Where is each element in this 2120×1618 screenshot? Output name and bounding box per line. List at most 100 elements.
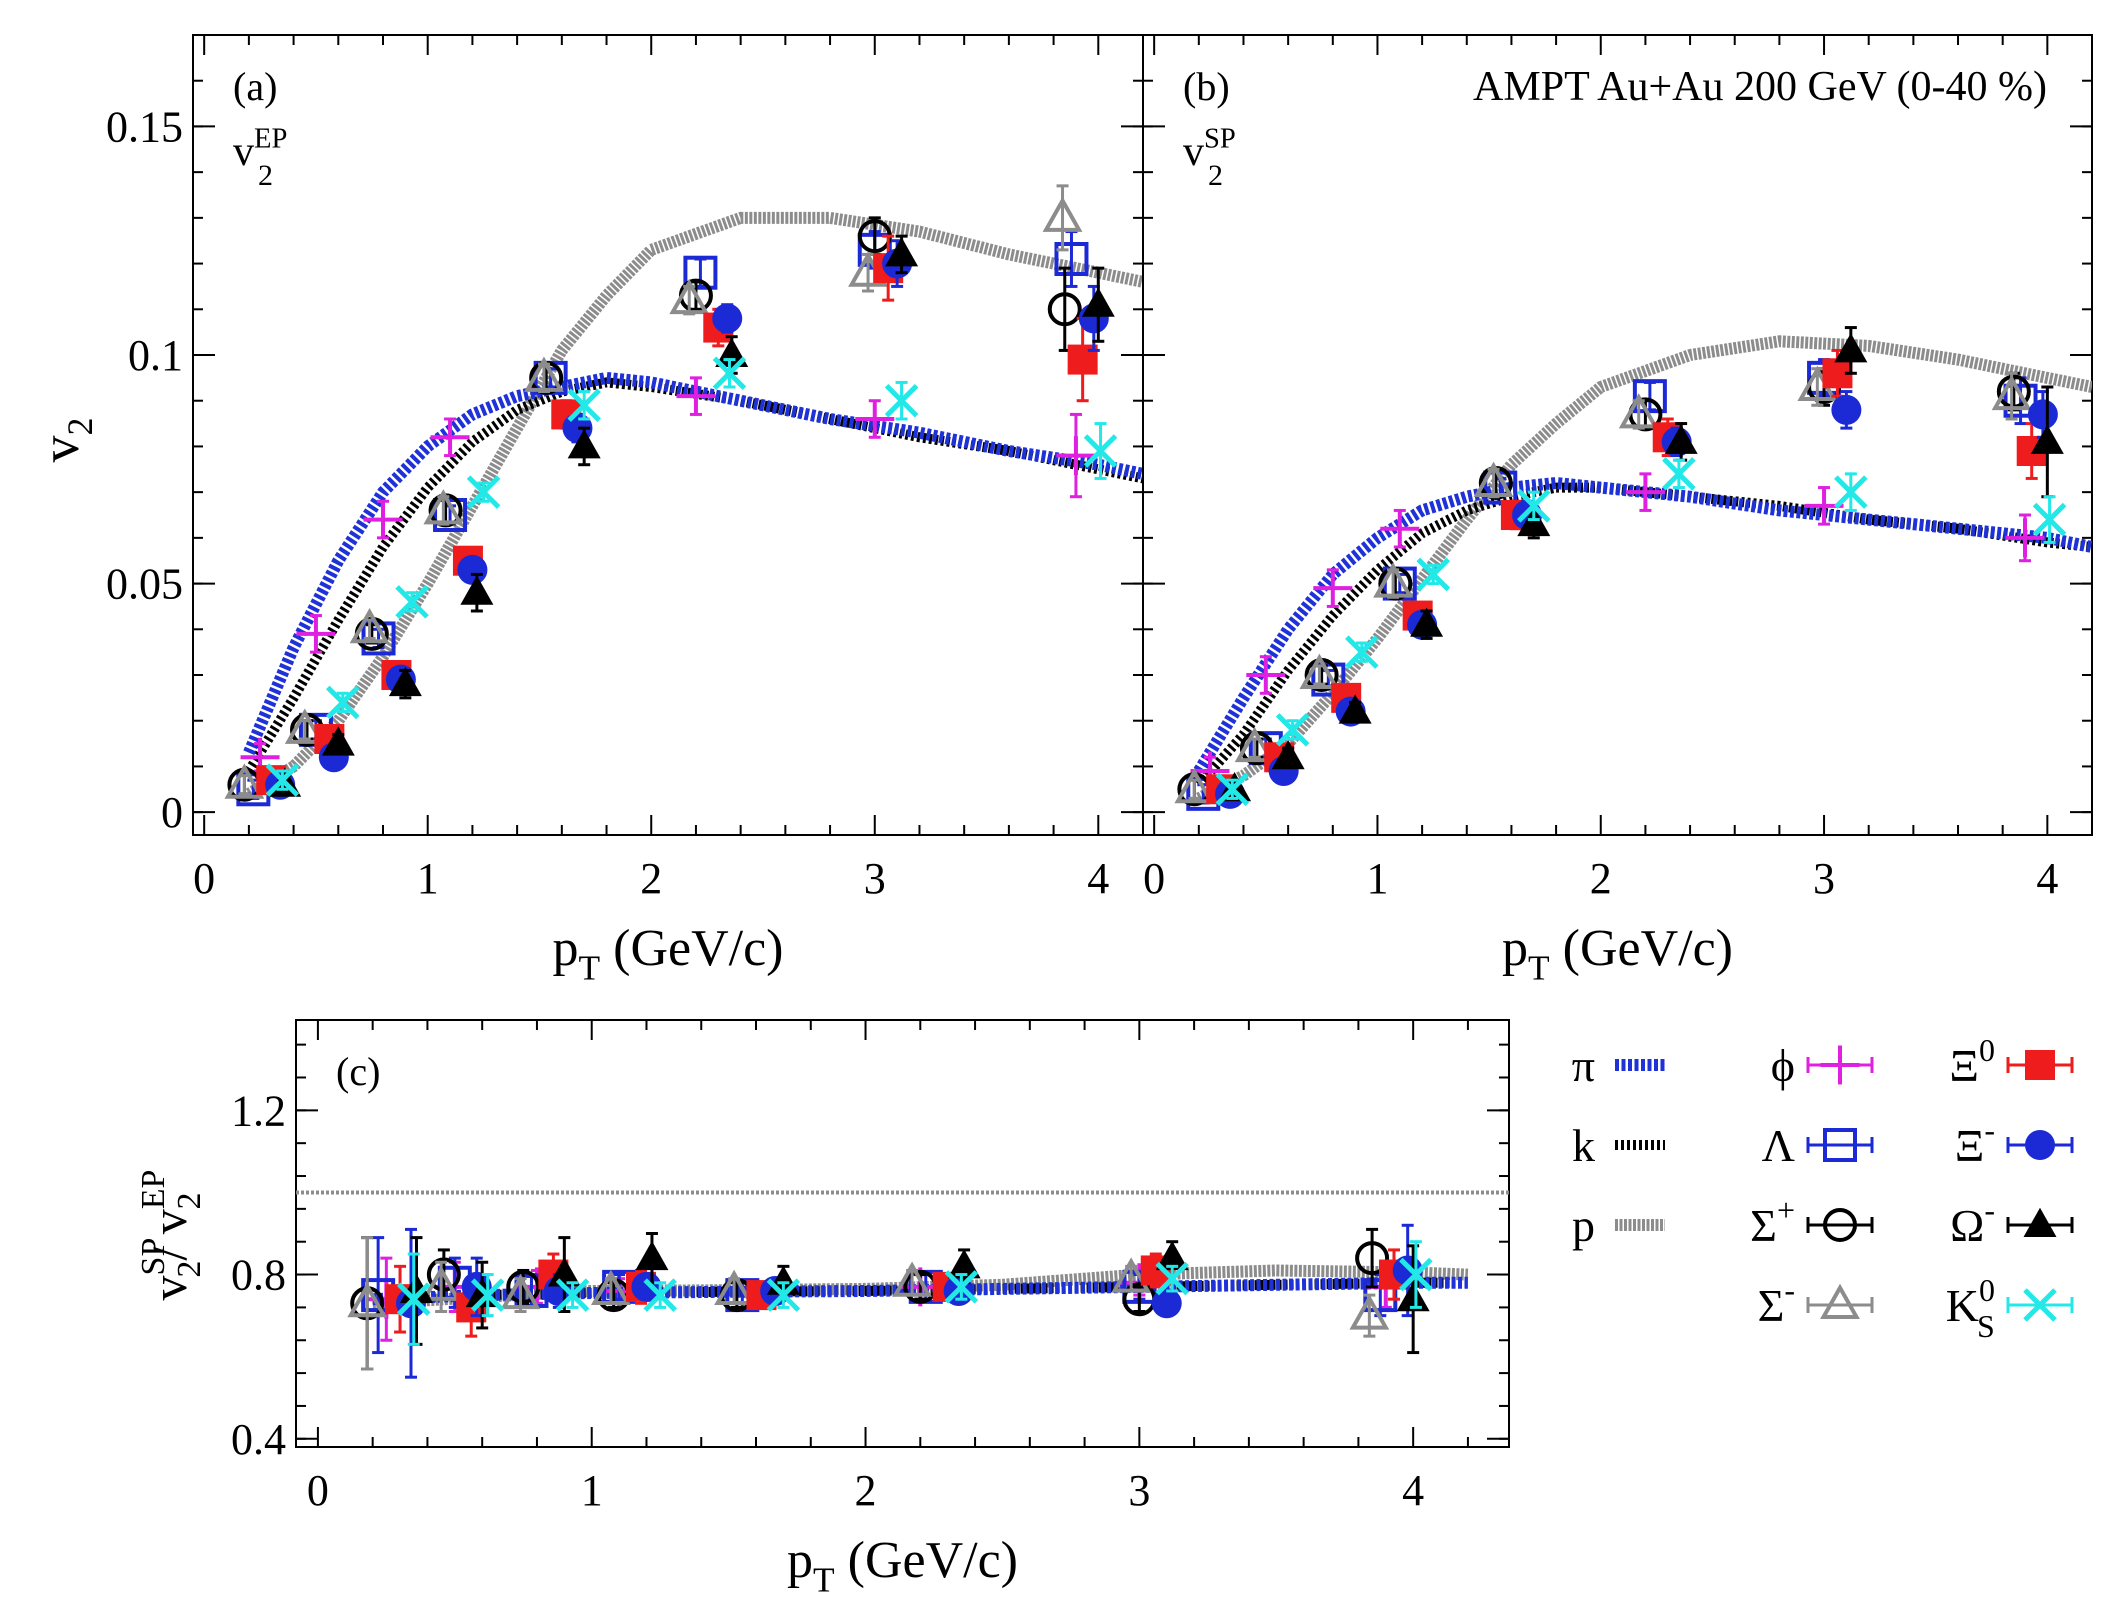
panel-label: (a)	[233, 64, 277, 109]
curve-pi	[243, 371, 1143, 756]
label-part: (GeV/c)	[1550, 920, 1733, 977]
point-xim	[457, 554, 488, 585]
point-sigmap	[1047, 292, 1082, 327]
point-k0s	[1399, 1257, 1433, 1292]
label-part: v	[233, 129, 254, 175]
x-tick-label: 1	[417, 854, 439, 903]
point-sigmam	[1234, 726, 1275, 763]
panel-c-ratio: 0 1 2 3 40.40.81.2(c)pT (GeV/c)vSP2/ vEP2	[135, 1019, 1510, 1600]
point-xim	[1151, 1288, 1182, 1319]
legend-label: Ξ0	[1949, 1032, 1995, 1091]
x-tick-label: 1	[1366, 854, 1388, 903]
label-part: -	[1984, 1112, 1995, 1148]
label-part: k	[1572, 1120, 1595, 1171]
x-tick-label: 3	[864, 854, 886, 903]
panel-title: AMPT Au+Au 200 GeV (0-40 %)	[1473, 64, 2047, 110]
label-part: π	[1572, 1040, 1595, 1091]
label-part: (GeV/c)	[835, 1532, 1018, 1589]
legend-marker	[2023, 1288, 2057, 1322]
x-axis-label: pT (GeV/c)	[1502, 920, 1733, 988]
point-lambda	[2003, 383, 2038, 418]
label-part: v	[1183, 129, 1204, 175]
label-part: -	[1784, 1272, 1795, 1308]
point-sigmam	[1991, 374, 2032, 411]
x-tick-label: 4	[1402, 1466, 1424, 1515]
legend-entry-xi0: Ξ0	[1949, 1032, 2074, 1091]
point-sigmam	[1299, 653, 1340, 689]
point-lambda	[1632, 379, 1667, 414]
label-part: Σ	[1758, 1280, 1785, 1331]
label-part: T	[579, 948, 601, 988]
point-phi	[296, 614, 336, 654]
point-k0s	[265, 763, 300, 797]
point-xim	[2027, 399, 2058, 430]
plot-area	[296, 1190, 1509, 1379]
point-k0s	[643, 1278, 677, 1312]
label-part: 0	[1979, 1032, 1995, 1068]
y-tick-label: 0.4	[231, 1415, 286, 1464]
y-tick-label: 0	[161, 788, 183, 837]
label-part: 0	[1979, 1272, 1995, 1308]
curve-k	[244, 377, 1143, 774]
point-sigmam	[1373, 562, 1414, 598]
y-tick-label: 0.15	[106, 102, 183, 151]
point-lambda	[1054, 242, 1089, 276]
legend-label: K0 S	[1946, 1272, 1995, 1344]
point-phi	[1380, 509, 1420, 549]
point-omegam	[388, 666, 422, 697]
label-part: SP	[1204, 123, 1236, 154]
series-sigmam	[224, 184, 1083, 799]
point-k0s	[466, 475, 501, 509]
series-k0s	[265, 356, 1118, 797]
label-part: +	[1777, 1192, 1795, 1228]
point-omegam	[2030, 424, 2064, 454]
point-omegam	[1271, 740, 1305, 770]
legend-entry-sigmap: Σ+	[1750, 1192, 1874, 1251]
label-part: v	[141, 1209, 197, 1234]
curve-pi	[1193, 477, 2092, 775]
point-k0s	[766, 1278, 801, 1312]
legend-entry-omegam: Ω-	[1950, 1192, 2074, 1251]
label-part: ϕ	[1771, 1040, 1795, 1091]
series-xim	[1215, 390, 2058, 809]
point-phi	[1313, 568, 1353, 608]
label-part: (GeV/c)	[600, 920, 783, 977]
point-k0s	[1083, 434, 1118, 468]
point-phi	[855, 399, 895, 439]
label-part: Ω	[1950, 1200, 1984, 1251]
y-axis-label: v2	[30, 418, 100, 463]
point-omegam	[885, 237, 919, 267]
legend-label: Ξ-	[1955, 1112, 1995, 1171]
point-phi	[1056, 436, 1096, 476]
legend-marker	[2023, 1207, 2057, 1237]
point-k0s	[1516, 489, 1551, 523]
x-axis-label: pT (GeV/c)	[787, 1532, 1018, 1600]
point-omegam	[1517, 506, 1551, 537]
legend-label: Σ-	[1758, 1272, 1795, 1331]
point-k0s	[470, 1278, 505, 1312]
legend-marker	[2025, 1050, 2055, 1080]
corner-label-sub: 2	[258, 159, 273, 192]
point-phi	[676, 376, 716, 416]
point-phi	[1625, 472, 1665, 512]
series-k0s	[396, 1240, 1433, 1346]
point-sigmap	[506, 1269, 541, 1304]
label-part: 2	[171, 1261, 208, 1278]
series-sigmap	[227, 216, 1082, 802]
point-omegam	[1081, 287, 1115, 317]
legend-label: Ω-	[1950, 1192, 1995, 1251]
point-k0s	[395, 585, 429, 619]
point-sigmam	[284, 708, 325, 744]
legend-label: k	[1572, 1120, 1595, 1171]
corner-label-sub: 2	[1208, 159, 1223, 192]
point-sigmam	[1349, 1294, 1390, 1330]
legend-entry-pi: π	[1572, 1040, 1665, 1091]
label-part: T	[813, 1560, 835, 1600]
point-omegam	[1155, 1240, 1189, 1271]
point-lambda	[1483, 470, 1518, 505]
label-part: Σ	[1750, 1200, 1777, 1251]
point-omegam	[1410, 607, 1444, 637]
legend-label: ϕ	[1771, 1040, 1795, 1091]
x-tick-label: 2	[1590, 854, 1612, 903]
